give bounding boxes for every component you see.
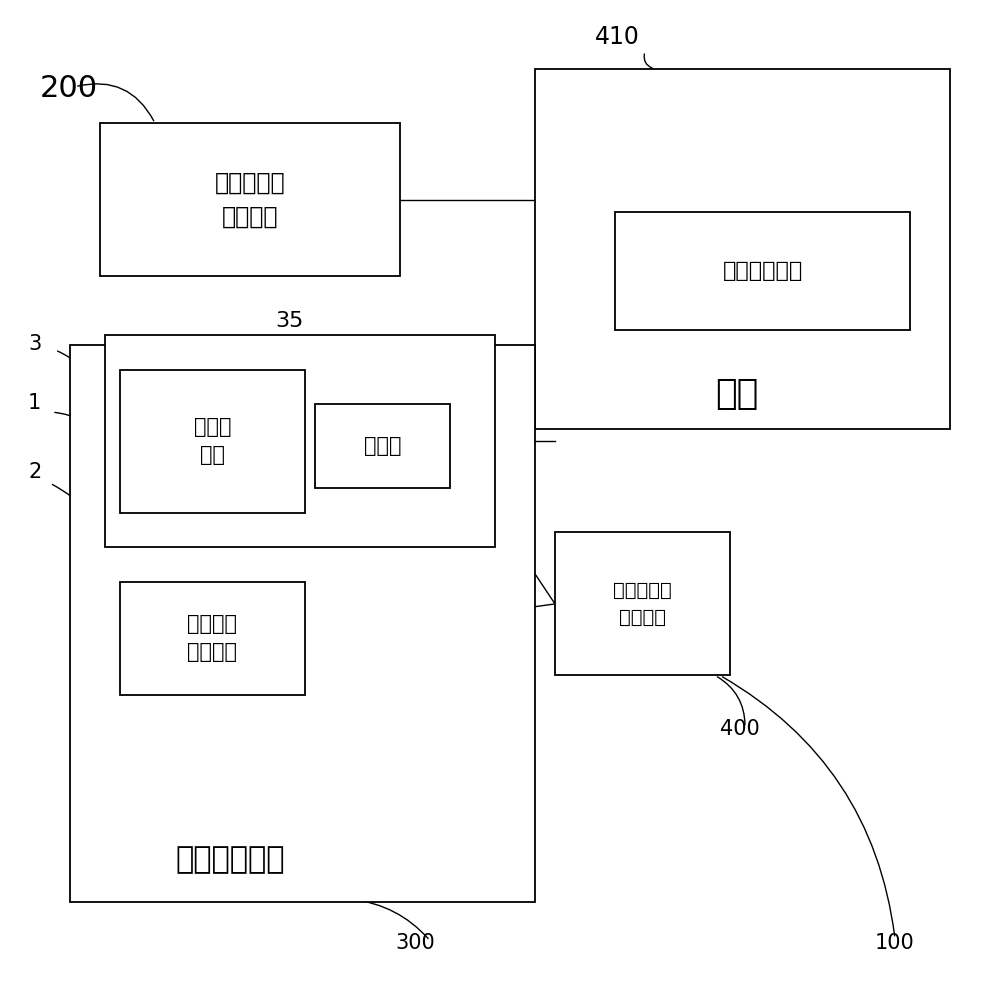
Text: 410: 410	[595, 26, 640, 49]
Text: 300: 300	[395, 933, 435, 952]
Bar	[535, 69, 950, 429]
Text: 1: 1	[28, 393, 41, 413]
Text: 3: 3	[28, 334, 41, 354]
Text: 35: 35	[275, 312, 303, 331]
Text: 酒精检测仪
检定装置: 酒精检测仪 检定装置	[215, 171, 285, 229]
Bar	[100, 123, 400, 276]
Bar	[615, 212, 910, 330]
Text: 400: 400	[720, 719, 760, 739]
Bar	[105, 335, 495, 547]
Text: 管理系统软件: 管理系统软件	[722, 261, 803, 281]
Text: 200: 200	[40, 74, 98, 103]
Text: 酒精检测
仪适配座: 酒精检测 仪适配座	[188, 614, 238, 663]
Bar	[120, 582, 305, 695]
Text: 视觉识别装置: 视觉识别装置	[175, 845, 285, 874]
Text: 待检定的酒
精检测仪: 待检定的酒 精检测仪	[613, 581, 672, 627]
Bar	[120, 370, 305, 513]
Bar	[555, 532, 730, 675]
Bar	[315, 404, 450, 488]
Text: 100: 100	[875, 933, 915, 952]
Text: 摄像头: 摄像头	[364, 436, 401, 457]
Text: 电脑: 电脑	[715, 378, 759, 411]
Text: 2: 2	[28, 462, 41, 482]
Bar	[70, 345, 535, 902]
Text: 摄像头
组件: 摄像头 组件	[194, 417, 231, 465]
